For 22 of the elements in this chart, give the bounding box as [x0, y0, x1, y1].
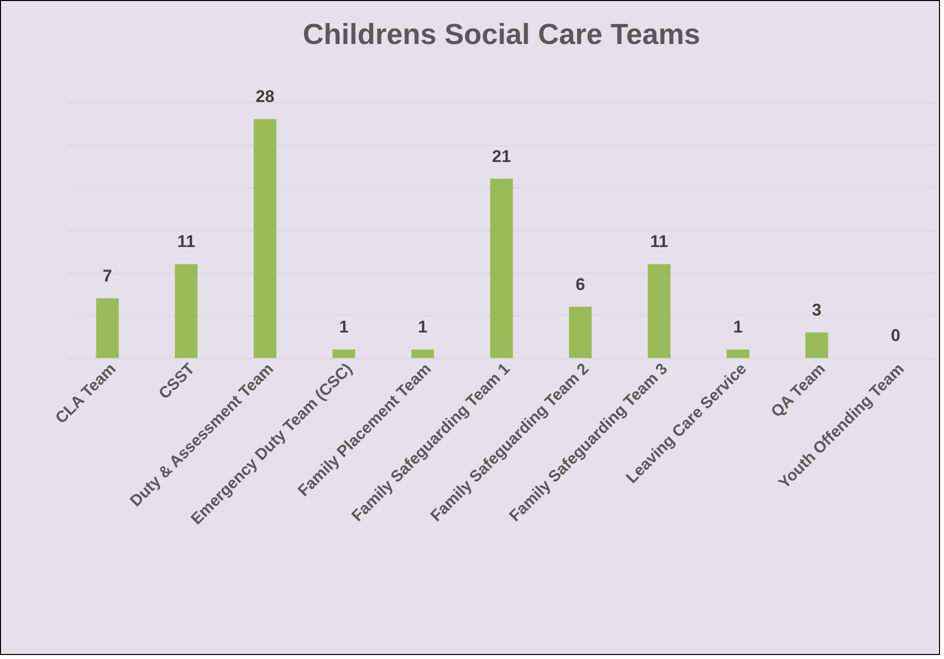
bar: [96, 298, 119, 358]
data-label: 3: [812, 300, 822, 320]
bar: [726, 349, 750, 358]
data-label: 0: [890, 326, 900, 345]
data-label: 1: [339, 317, 349, 336]
bar: [174, 264, 198, 358]
data-label: 1: [733, 317, 743, 336]
chart-title: Childrens Social Care Teams: [302, 19, 700, 52]
data-label: 6: [576, 274, 586, 294]
bar: [332, 349, 356, 358]
bar: [805, 332, 828, 358]
bar: [568, 306, 592, 358]
data-label: 1: [418, 317, 428, 336]
bar: [411, 349, 434, 358]
bar: [254, 119, 276, 358]
bar: [648, 264, 670, 358]
data-label: 11: [650, 232, 668, 252]
data-label: 11: [177, 232, 196, 252]
data-label: 28: [256, 87, 275, 106]
data-label: 7: [102, 266, 112, 286]
bar: [490, 178, 513, 358]
data-label: 21: [492, 146, 511, 166]
